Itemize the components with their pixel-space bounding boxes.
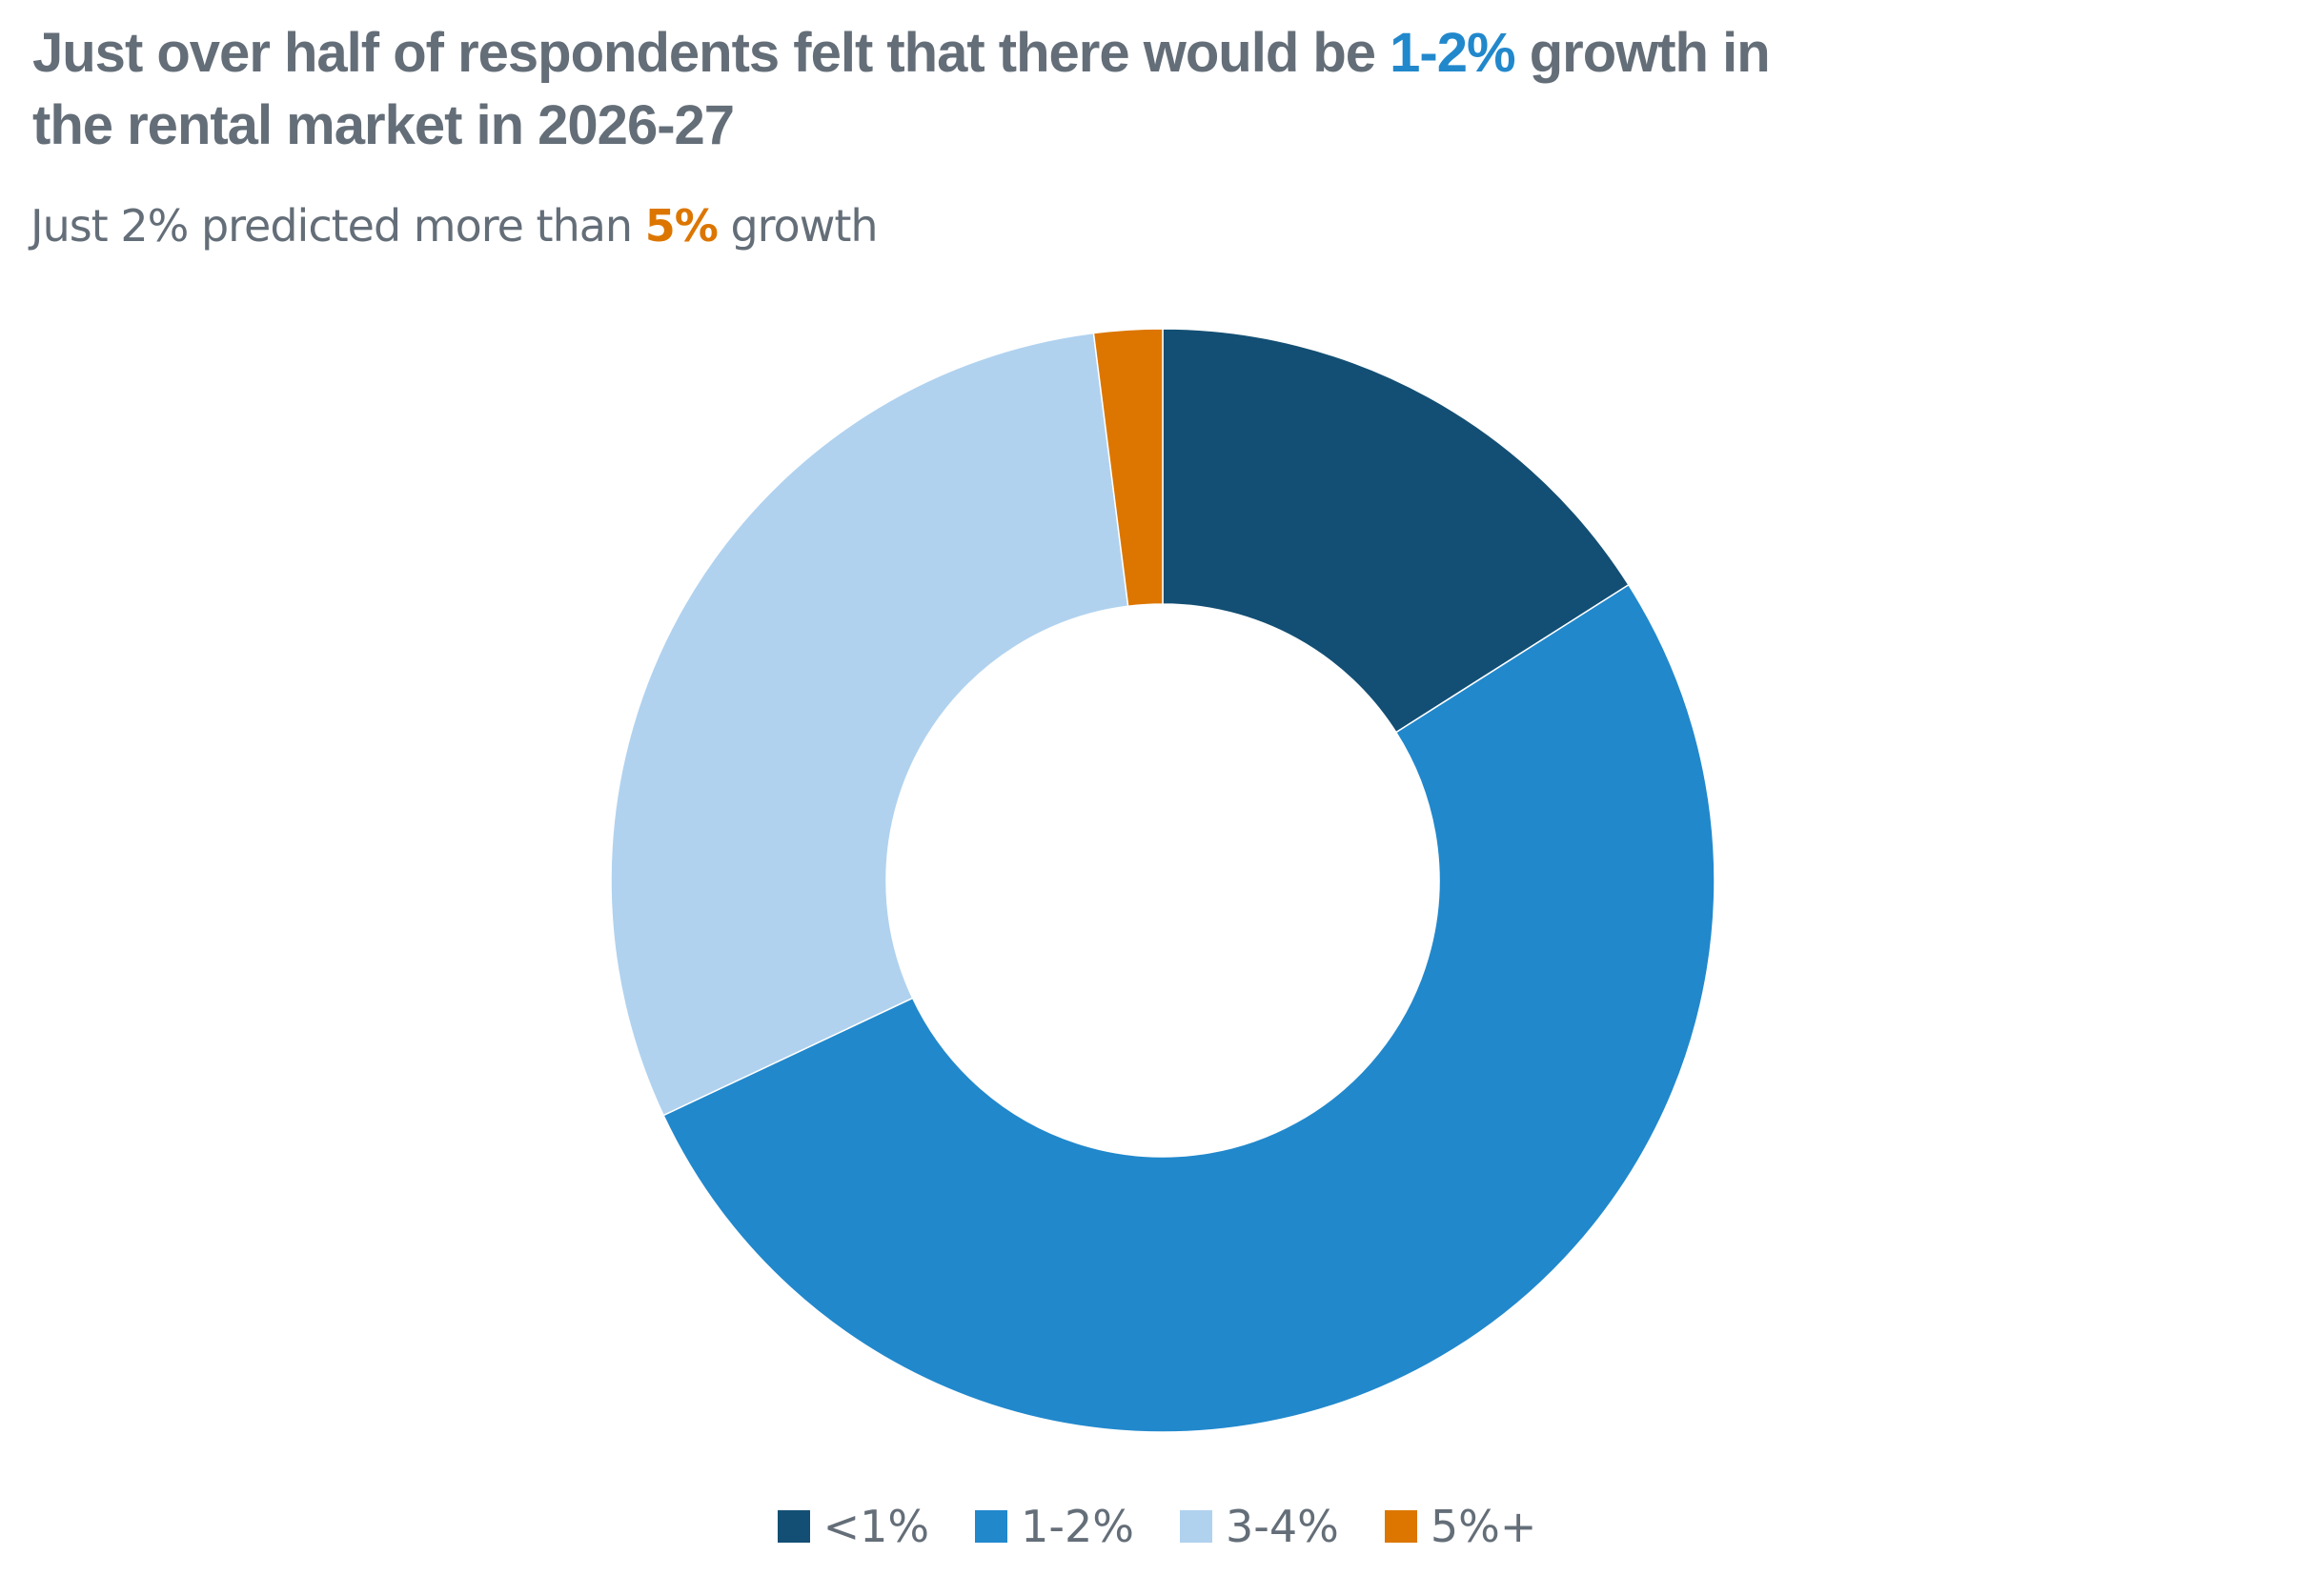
legend-item: 5%+: [1384, 1501, 1537, 1552]
donut-slice-2: [610, 332, 1129, 1117]
legend: <1% 1-2% 3-4% 5%+: [0, 1501, 2314, 1552]
title-text-end: growth in the rental market in 2026-27: [32, 22, 1771, 156]
legend-swatch: [1180, 1510, 1212, 1543]
chart-title: Just over half of respondents felt that …: [32, 17, 1843, 162]
legend-swatch: [975, 1510, 1008, 1543]
legend-label: <1%: [822, 1501, 930, 1552]
title-highlight: 1-2%: [1390, 22, 1515, 84]
donut-slice-0: [1162, 328, 1630, 734]
subtitle-text-end: growth: [717, 200, 878, 252]
legend-item: 1-2%: [975, 1501, 1134, 1552]
legend-label: 5%+: [1430, 1501, 1537, 1552]
legend-swatch: [1384, 1510, 1417, 1543]
donut-slice-3: [1092, 328, 1164, 608]
legend-swatch: [777, 1510, 810, 1543]
subtitle-text: Just 2% predicted more than: [30, 200, 645, 252]
chart-subtitle: Just 2% predicted more than 5% growth: [30, 200, 879, 252]
donut-slice-1: [662, 583, 1715, 1433]
legend-label: 3-4%: [1226, 1501, 1339, 1552]
legend-label: 1-2%: [1021, 1501, 1134, 1552]
title-text: Just over half of respondents felt that …: [32, 22, 1390, 84]
subtitle-highlight: 5%: [644, 200, 719, 252]
legend-item: <1%: [777, 1501, 930, 1552]
legend-item: 3-4%: [1180, 1501, 1339, 1552]
